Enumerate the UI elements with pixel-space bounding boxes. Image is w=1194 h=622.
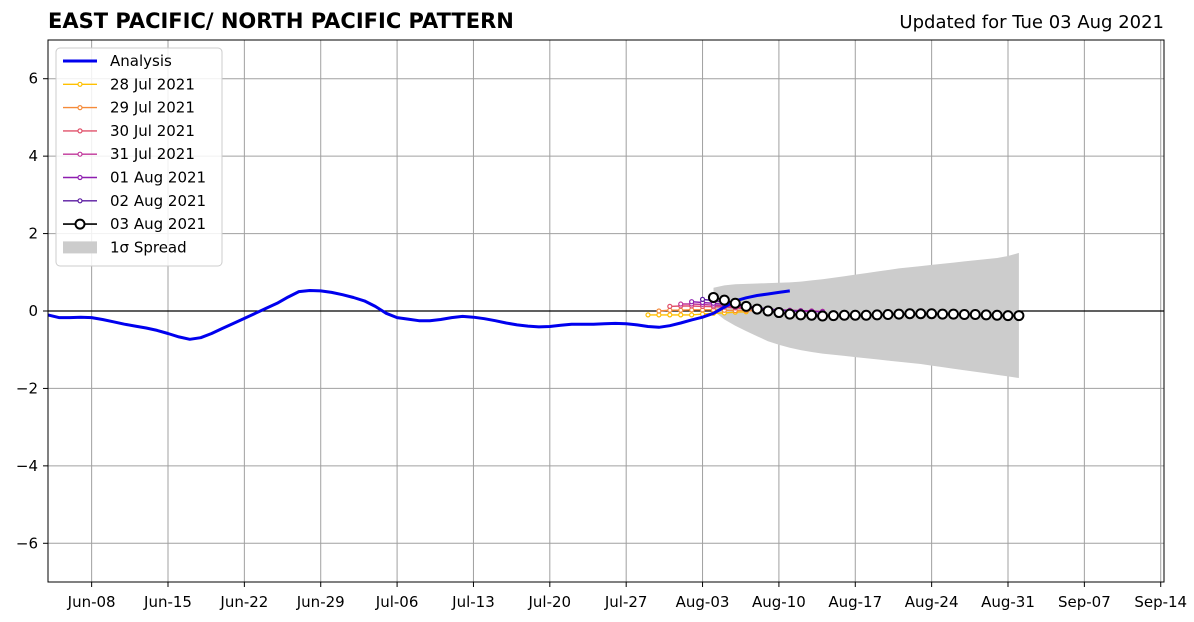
legend-label: 28 Jul 2021: [110, 75, 195, 93]
plot-area: [48, 252, 1164, 378]
legend-marker: [77, 81, 83, 87]
x-tick-label: Jun-29: [296, 593, 345, 611]
x-tick-label: Aug-03: [676, 593, 730, 611]
series-point-latest: [773, 307, 785, 319]
series-point-latest: [1013, 310, 1025, 322]
series-point-latest: [915, 308, 927, 320]
series-point-latest: [871, 309, 883, 321]
series-line-analysis: [48, 289, 791, 341]
series-point-latest: [991, 309, 1003, 321]
series-point-latest: [751, 303, 763, 315]
legend-marker: [77, 198, 83, 204]
y-tick-label: 0: [28, 302, 38, 320]
x-tick-label: Jun-08: [67, 593, 116, 611]
chart-title: EAST PACIFIC/ NORTH PACIFIC PATTERN: [48, 9, 514, 33]
y-tick-label: −6: [16, 534, 38, 552]
series-point-latest: [849, 309, 861, 321]
series-point: [667, 303, 673, 309]
legend-label: 31 Jul 2021: [110, 145, 195, 163]
axes: Jun-08 Jun-15 Jun-22 Jun-29 Jul-06 Jul-13 Jul-…: [16, 70, 1187, 611]
series-point-latest: [729, 297, 741, 309]
x-tick-label: Aug-10: [752, 593, 806, 611]
series-point: [645, 312, 651, 318]
series-point: [656, 308, 662, 314]
legend-swatch-spread: [63, 241, 97, 254]
series-point: [689, 299, 695, 305]
x-tick-label: Jul-13: [451, 593, 495, 611]
series-point-latest: [926, 308, 938, 320]
legend-label: 29 Jul 2021: [110, 99, 195, 117]
series-point-latest: [958, 308, 970, 320]
series-point-latest: [762, 305, 774, 317]
series-point-latest: [947, 308, 959, 320]
series-point-latest: [1002, 310, 1014, 322]
updated-date: Updated for Tue 03 Aug 2021: [899, 12, 1164, 33]
x-tick-label: Jul-06: [375, 593, 419, 611]
x-tick-label: Aug-24: [905, 593, 959, 611]
legend-label: 01 Aug 2021: [110, 169, 206, 187]
legend-marker: [77, 174, 83, 181]
y-tick-label: 6: [28, 70, 38, 88]
x-tick-label: Jun-15: [143, 593, 192, 611]
legend-label: Analysis: [110, 52, 172, 70]
x-tick-label: Jul-27: [604, 593, 648, 611]
x-tick-label: Jun-22: [219, 593, 268, 611]
series-point-latest: [740, 300, 752, 312]
y-tick-label: −2: [16, 379, 38, 397]
legend: Analysis 28 Jul 2021 29 Jul 2021 30 Jul 202…: [55, 47, 223, 267]
series-point: [667, 312, 673, 318]
series-point-latest: [806, 309, 818, 321]
series-point-latest: [969, 308, 981, 320]
series-point: [689, 312, 695, 318]
y-tick-label: 2: [28, 225, 38, 243]
series-point-latest: [882, 308, 894, 320]
x-tick-label: Sep-14: [1134, 593, 1187, 611]
series-point-latest: [980, 309, 992, 321]
legend-label: 03 Aug 2021: [110, 215, 206, 233]
legend-marker: [74, 218, 86, 230]
series-point-latest: [838, 309, 850, 321]
series-point-latest: [827, 310, 839, 322]
series-point: [678, 301, 684, 307]
legend-label-spread: 1σ Spread: [110, 238, 187, 256]
y-tick-label: −4: [16, 457, 38, 475]
y-tick-label: 4: [28, 147, 38, 165]
x-tick-label: Sep-07: [1058, 593, 1111, 611]
series-point-latest: [893, 308, 905, 320]
series-line: [648, 311, 747, 316]
x-tick-label: Jul-20: [528, 593, 572, 611]
legend-box: [55, 47, 223, 267]
series-point-latest: [937, 308, 949, 320]
series-point-latest: [817, 310, 829, 322]
series-point-latest: [784, 308, 796, 320]
series-point-latest: [795, 309, 807, 321]
series-point-latest: [707, 291, 719, 303]
x-tick-label: Aug-17: [828, 593, 882, 611]
series-point: [678, 312, 684, 318]
series-point: [699, 296, 706, 302]
series-point-latest: [718, 294, 730, 306]
legend-marker: [77, 128, 83, 134]
legend-marker: [77, 151, 83, 157]
legend-label: 02 Aug 2021: [110, 192, 206, 210]
series-point-latest: [860, 309, 872, 321]
series-line: [658, 309, 758, 312]
legend-marker: [77, 104, 83, 111]
legend-label: 30 Jul 2021: [110, 122, 195, 140]
series-point: [678, 307, 684, 313]
series-point-latest: [904, 308, 916, 320]
x-tick-label: Aug-31: [981, 593, 1035, 611]
